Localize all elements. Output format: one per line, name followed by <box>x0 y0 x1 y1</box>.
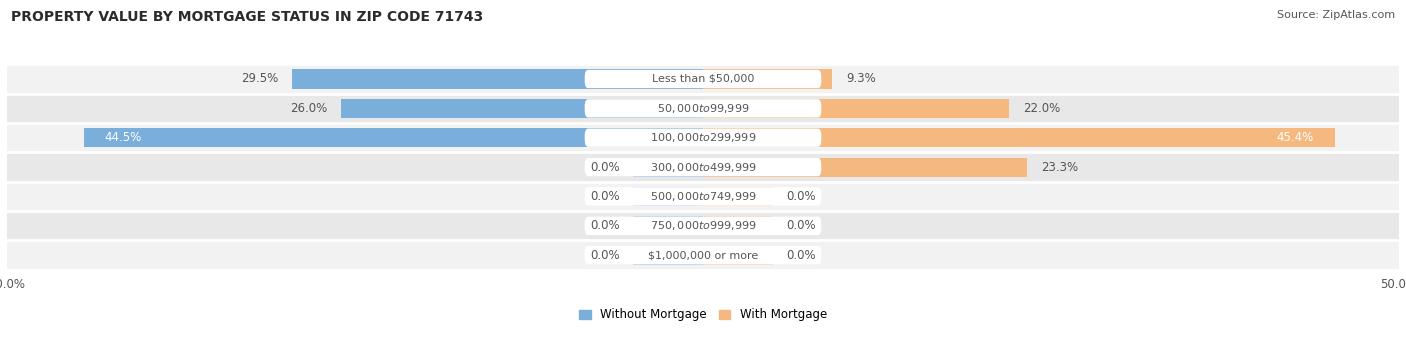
Text: $300,000 to $499,999: $300,000 to $499,999 <box>650 161 756 174</box>
Bar <box>83 128 703 147</box>
Text: 26.0%: 26.0% <box>290 102 328 115</box>
Text: 0.0%: 0.0% <box>591 190 620 203</box>
Bar <box>7 182 1399 211</box>
Text: 22.0%: 22.0% <box>1024 102 1060 115</box>
Bar <box>292 70 703 89</box>
Text: 0.0%: 0.0% <box>591 161 620 174</box>
Bar <box>703 187 773 206</box>
FancyBboxPatch shape <box>585 246 821 264</box>
Bar <box>7 123 1399 152</box>
FancyBboxPatch shape <box>585 70 821 88</box>
Bar <box>7 152 1399 182</box>
FancyBboxPatch shape <box>585 217 821 235</box>
FancyBboxPatch shape <box>585 187 821 206</box>
Text: 0.0%: 0.0% <box>786 190 815 203</box>
Text: 9.3%: 9.3% <box>846 73 876 86</box>
FancyBboxPatch shape <box>585 158 821 176</box>
Bar <box>633 216 703 235</box>
Legend: Without Mortgage, With Mortgage: Without Mortgage, With Mortgage <box>574 303 832 326</box>
Text: 45.4%: 45.4% <box>1277 131 1315 144</box>
Text: Source: ZipAtlas.com: Source: ZipAtlas.com <box>1277 10 1395 20</box>
Bar <box>342 99 703 118</box>
Text: 0.0%: 0.0% <box>786 249 815 262</box>
Bar <box>7 211 1399 240</box>
Bar <box>7 240 1399 270</box>
Text: Less than $50,000: Less than $50,000 <box>652 74 754 84</box>
Bar <box>703 246 773 265</box>
Text: 0.0%: 0.0% <box>591 249 620 262</box>
Bar <box>703 158 1028 177</box>
Bar <box>633 187 703 206</box>
Text: $50,000 to $99,999: $50,000 to $99,999 <box>657 102 749 115</box>
Bar <box>7 64 1399 94</box>
Bar <box>703 70 832 89</box>
Text: 44.5%: 44.5% <box>104 131 142 144</box>
Text: 23.3%: 23.3% <box>1042 161 1078 174</box>
Text: $1,000,000 or more: $1,000,000 or more <box>648 250 758 260</box>
Bar <box>633 158 703 177</box>
Text: PROPERTY VALUE BY MORTGAGE STATUS IN ZIP CODE 71743: PROPERTY VALUE BY MORTGAGE STATUS IN ZIP… <box>11 10 484 24</box>
FancyBboxPatch shape <box>585 129 821 147</box>
Text: 0.0%: 0.0% <box>591 219 620 232</box>
Bar <box>7 94 1399 123</box>
Text: 0.0%: 0.0% <box>786 219 815 232</box>
Bar <box>703 216 773 235</box>
FancyBboxPatch shape <box>585 99 821 118</box>
Text: $100,000 to $299,999: $100,000 to $299,999 <box>650 131 756 144</box>
Text: $750,000 to $999,999: $750,000 to $999,999 <box>650 219 756 232</box>
Bar <box>703 99 1010 118</box>
Text: $500,000 to $749,999: $500,000 to $749,999 <box>650 190 756 203</box>
Bar <box>633 246 703 265</box>
Bar <box>703 128 1334 147</box>
Text: 29.5%: 29.5% <box>242 73 278 86</box>
